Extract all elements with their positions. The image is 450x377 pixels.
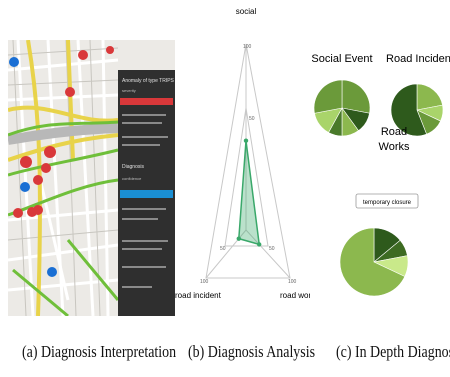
pie-slice[interactable] — [341, 79, 371, 114]
caption-diagnosis-interpretation: (a) Diagnosis Interpretation — [22, 342, 177, 361]
radar-point-social[interactable] — [243, 138, 249, 143]
marker-red[interactable] — [44, 146, 56, 158]
diagnosis-radar-panel: social 100 50 50 50 100 100 road inciden… — [170, 0, 316, 320]
tick-label-incident-50: 50 — [220, 246, 226, 252]
pie-slice[interactable] — [390, 83, 427, 137]
marker-red[interactable] — [33, 205, 43, 215]
tick-label-social-50: 50 — [249, 116, 255, 122]
diagnosis-confidence-label: confidence — [122, 176, 142, 181]
pie-social-event[interactable] — [313, 79, 371, 137]
marker-red[interactable] — [106, 46, 114, 54]
caption-diagnosis-analysis: (b) Diagnosis Analysis — [188, 342, 316, 361]
city-map[interactable]: Anomaly of type TRIPS severity Diagnosis… — [7, 39, 175, 318]
caption-in-depth-diagnosis: (c) In Depth Diagnosis — [336, 342, 450, 361]
pie-label-road-works-2: Works — [379, 141, 410, 153]
pie-road-works[interactable] — [339, 227, 409, 297]
axis-label-road-incident: road incident — [175, 291, 222, 300]
anomaly-details — [122, 114, 168, 146]
tick-label-work-50: 50 — [269, 246, 275, 252]
pie-charts: Social Event Road Incident Road Works te… — [311, 53, 450, 297]
tick-label-work-100: 100 — [288, 279, 297, 285]
marker-red[interactable] — [41, 163, 51, 173]
radar-point-road-work[interactable] — [257, 242, 262, 247]
in-depth-pie-panel: Social Event Road Incident Road Works te… — [311, 30, 450, 320]
pie-slice[interactable] — [313, 79, 343, 114]
map-major-roads — [7, 39, 119, 317]
anomaly-severity-label: severity — [122, 88, 136, 93]
pie-slice[interactable] — [416, 83, 443, 111]
anomaly-title: Anomaly of type TRIPS — [122, 78, 175, 84]
axis-label-road-work: road work — [280, 291, 310, 300]
pie-label-road-works-1: Road — [381, 126, 407, 138]
pie-label-road-incident: Road Incident — [386, 53, 450, 65]
pie-road-incident[interactable] — [390, 83, 444, 137]
marker-red[interactable] — [78, 50, 88, 60]
marker-blue[interactable] — [20, 182, 30, 192]
axis-label-social: social — [236, 7, 257, 16]
diagnosis-map-panel[interactable]: Anomaly of type TRIPS severity Diagnosis… — [7, 39, 175, 318]
marker-blue[interactable] — [47, 267, 57, 277]
diagnosis-title: Diagnosis — [122, 164, 144, 170]
radar-data-area — [238, 140, 261, 246]
anomaly-markers[interactable] — [9, 46, 114, 277]
tooltip: temporary closure — [355, 193, 419, 209]
map-minor-streets — [7, 39, 119, 317]
tooltip-box — [355, 193, 419, 209]
pie-slice[interactable] — [339, 227, 406, 297]
marker-red[interactable] — [65, 87, 75, 97]
marker-red[interactable] — [20, 156, 32, 168]
marker-red[interactable] — [13, 208, 23, 218]
radar-point-road-incident[interactable] — [236, 236, 241, 241]
map-highway — [7, 123, 119, 145]
marker-red[interactable] — [33, 175, 43, 185]
radar-inner-ring — [224, 107, 269, 247]
pie-label-social-event: Social Event — [312, 53, 373, 65]
radar-chart: social 100 50 50 50 100 100 road inciden… — [175, 7, 316, 300]
severity-bar — [120, 98, 173, 105]
marker-blue[interactable] — [9, 57, 19, 67]
tooltip-text: temporary closure — [363, 200, 412, 206]
tick-label-incident-100: 100 — [200, 279, 209, 285]
confidence-bar — [120, 190, 173, 198]
map-streets — [7, 39, 119, 317]
diagnosis-details — [122, 208, 168, 288]
radar-outer-ring — [205, 43, 291, 279]
tick-label-social-100: 100 — [243, 44, 252, 50]
